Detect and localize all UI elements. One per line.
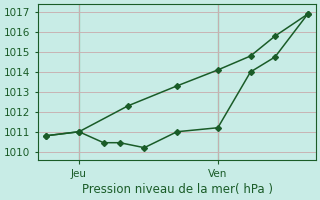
X-axis label: Pression niveau de la mer( hPa ): Pression niveau de la mer( hPa ) bbox=[82, 183, 273, 196]
